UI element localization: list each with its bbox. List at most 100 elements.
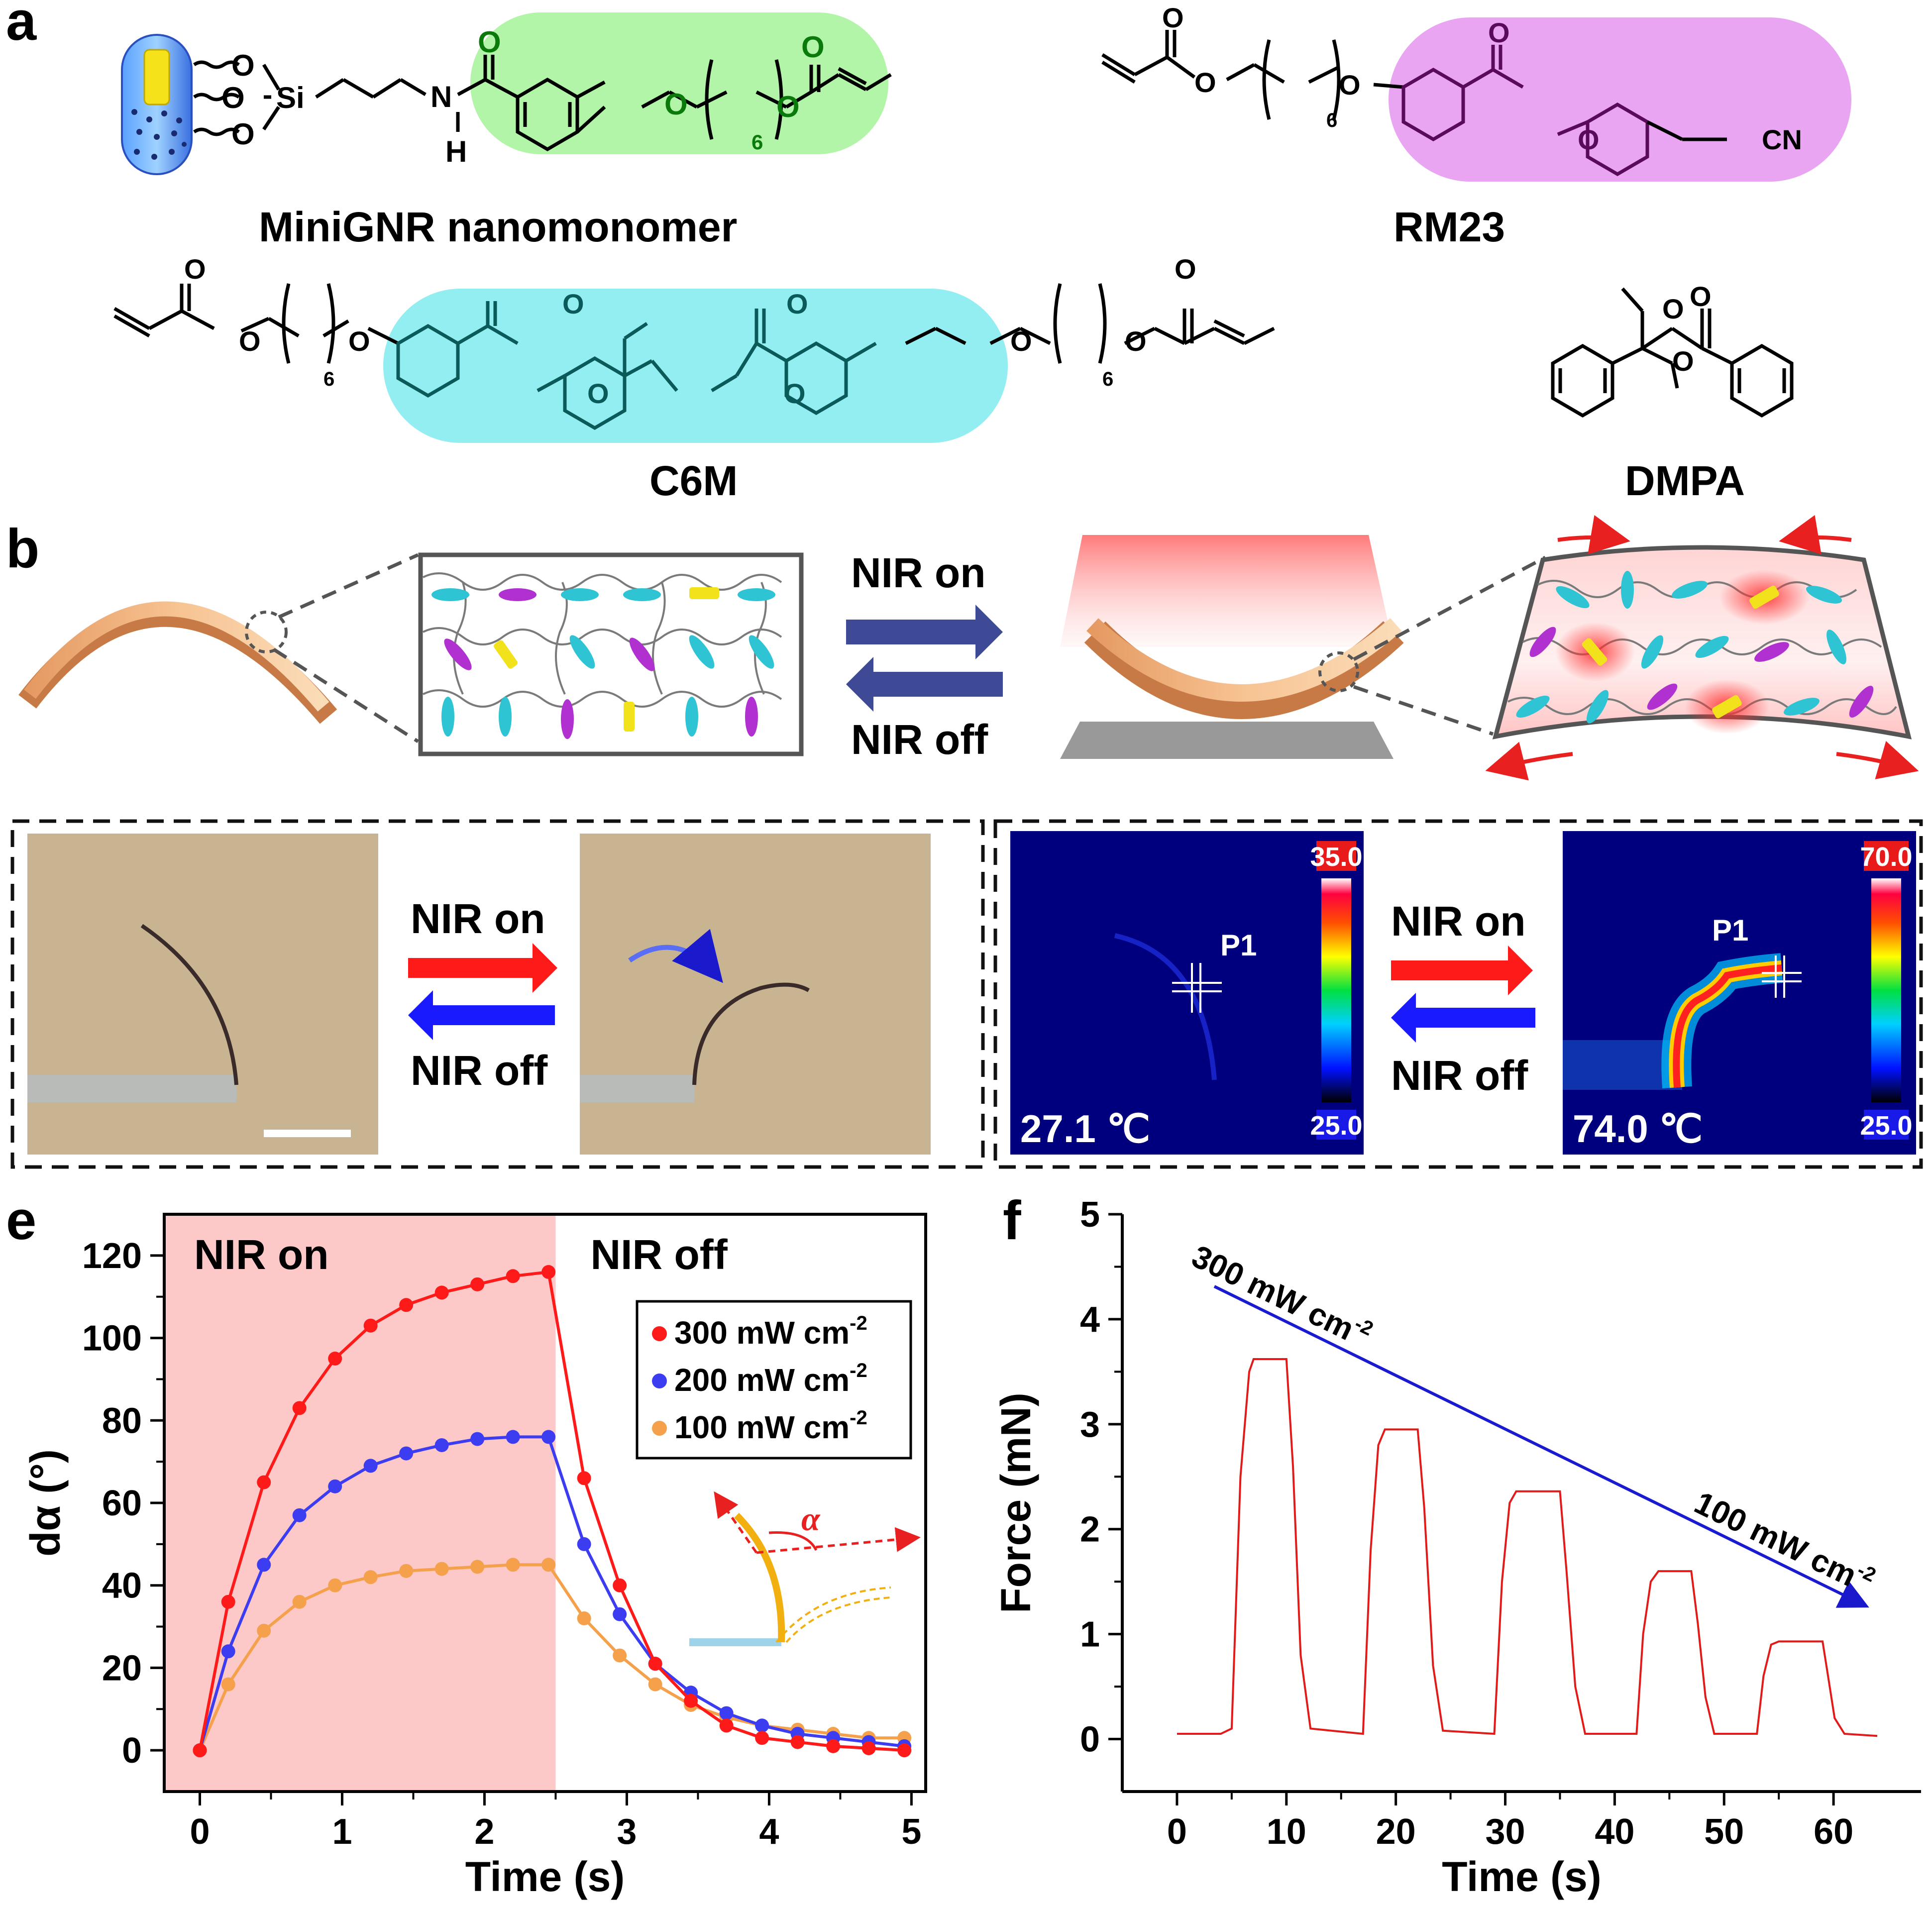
annotation-100: 100 mW cm-2 — [1689, 1482, 1879, 1601]
svg-text:O: O — [1175, 253, 1196, 285]
data-point — [648, 1657, 662, 1671]
data-point — [399, 1446, 414, 1461]
data-point — [719, 1706, 734, 1720]
chart-e-ylabel: dα (°) — [22, 1449, 69, 1557]
dmpa-name: DMPA — [1625, 457, 1745, 504]
c6m-atoms: O O O O O O O O O O 6 6 — [184, 253, 1196, 409]
panel-c: NIR on NIR off — [10, 819, 985, 1169]
data-point — [470, 1277, 485, 1291]
legend-marker-100 — [652, 1421, 667, 1436]
b-nir-off-label: NIR off — [851, 716, 988, 763]
d-nir-on-arrow — [1391, 946, 1533, 995]
d-nir-on-label: NIR on — [1391, 898, 1526, 945]
svg-text:O: O — [784, 378, 806, 409]
data-point — [613, 1648, 627, 1663]
green-highlight — [470, 12, 888, 154]
strain-arrows — [1485, 515, 1919, 781]
data-point — [541, 1265, 556, 1279]
data-point — [363, 1459, 378, 1473]
region-label-off: NIR off — [590, 1231, 728, 1278]
svg-text:O: O — [1010, 325, 1032, 357]
y-tick-label: 5 — [1080, 1195, 1100, 1235]
svg-text:O: O — [478, 25, 501, 59]
c-nir-off-arrow — [408, 990, 555, 1040]
chart-f: 0 10 20 30 40 50 60 0 1 2 3 4 5 300 mW cm-2 100 mW c… — [992, 1195, 1921, 1900]
x-tick-label: 2 — [474, 1812, 494, 1852]
minignr-capsule-icon — [121, 34, 193, 175]
crosshair-p1-after — [1762, 955, 1802, 998]
thermal-after — [1563, 831, 1916, 1155]
data-point — [257, 1623, 271, 1638]
nir-on-region — [164, 1214, 556, 1792]
x-tick-label: 3 — [617, 1812, 637, 1852]
film-after — [692, 982, 810, 1085]
x-tick-label: 10 — [1267, 1812, 1306, 1852]
svg-text:O: O — [1339, 69, 1361, 101]
x-tick-label: 4 — [759, 1812, 779, 1852]
svg-text:O: O — [1690, 281, 1712, 312]
data-point — [434, 1562, 449, 1576]
svg-text:O: O — [562, 288, 584, 319]
svg-text:O: O — [348, 325, 370, 357]
y-tick-label: 4 — [1080, 1300, 1100, 1340]
data-point — [470, 1560, 485, 1574]
svg-text:O: O — [776, 90, 800, 123]
panel-label-b: b — [6, 518, 39, 579]
minignr-structure — [193, 55, 892, 152]
y-tick-label: 20 — [102, 1648, 142, 1688]
svg-text:O: O — [184, 253, 206, 285]
y-tick-label: 120 — [82, 1236, 142, 1276]
chart-e-series — [193, 1265, 912, 1758]
panel-a: O O O Si N H O O O O 6 MiniGNR nanomonom… — [113, 2, 1851, 504]
data-point — [257, 1475, 271, 1489]
svg-text:O: O — [1578, 124, 1600, 155]
annotation-300: 300 mW cm-2 — [1186, 1236, 1377, 1355]
data-point — [292, 1594, 307, 1609]
data-point — [506, 1558, 520, 1572]
data-point — [506, 1430, 520, 1444]
svg-text:O: O — [221, 81, 245, 114]
scale-max-before: 35.0 — [1310, 842, 1362, 872]
data-point — [577, 1471, 591, 1485]
photo-after — [580, 834, 931, 1155]
c-nir-on-arrow — [408, 943, 557, 993]
d-nir-off-arrow — [1391, 993, 1535, 1043]
mesogens-disordered — [1516, 570, 1874, 734]
magenta-highlight — [1389, 17, 1851, 182]
svg-text:O: O — [801, 30, 825, 64]
y-tick-label: 1 — [1080, 1615, 1100, 1655]
minignr-name: MiniGNR nanomonomer — [259, 204, 737, 250]
data-point — [292, 1401, 307, 1415]
data-point — [434, 1438, 449, 1452]
y-tick-label: 3 — [1080, 1405, 1100, 1445]
svg-text:O: O — [239, 325, 261, 357]
rm23-atoms: O O O O O 6 CN — [1162, 2, 1802, 155]
d-nir-off-label: NIR off — [1391, 1052, 1528, 1099]
colorbar-before — [1321, 878, 1351, 1102]
svg-text:6: 6 — [751, 130, 763, 154]
y-tick-label: 60 — [102, 1483, 142, 1523]
data-point — [221, 1644, 235, 1659]
chart-e-legend: 300 mW cm-2 200 mW cm-2 100 mW cm-2 — [636, 1300, 912, 1460]
chart-e: 0 1 2 3 4 5 0 20 40 60 80 100 120 NIR on NIR off 300… — [22, 1213, 927, 1900]
legend-label-200: 200 mW cm-2 — [674, 1360, 867, 1398]
data-point — [363, 1570, 378, 1585]
svg-text:O: O — [786, 288, 808, 319]
y-tick-label: 0 — [1080, 1720, 1100, 1760]
temp-reading-before: 27.1 ℃ — [1020, 1107, 1150, 1151]
zoom-circle-left — [245, 611, 288, 653]
x-tick-label: 30 — [1485, 1812, 1525, 1852]
data-point — [684, 1694, 698, 1708]
data-point — [257, 1558, 271, 1572]
data-point — [541, 1430, 556, 1444]
data-point — [755, 1731, 769, 1745]
data-point — [541, 1558, 556, 1572]
photo-before — [27, 834, 378, 1155]
crosshair-p1-before — [1172, 963, 1222, 1013]
data-point — [719, 1718, 734, 1733]
data-point — [826, 1739, 841, 1753]
x-tick-label: 50 — [1704, 1812, 1744, 1852]
bend-arrow — [628, 929, 723, 983]
chart-f-ticks: 0 10 20 30 40 50 60 0 1 2 3 4 5 — [1080, 1195, 1921, 1852]
